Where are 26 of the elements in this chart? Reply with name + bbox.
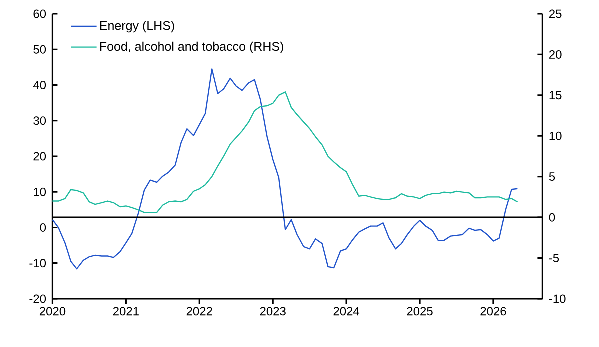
x-tick-label: 2024 [334, 307, 360, 316]
y-tick-label: 50 [34, 45, 46, 54]
y-tick-label: -20 [30, 294, 46, 304]
y2-tick-label: 25 [549, 10, 562, 18]
x-tick-label: 2021 [113, 307, 139, 316]
x-tick-label: 2020 [40, 307, 66, 316]
y2-tick-label: 10 [550, 132, 562, 140]
y2-tick-label: 0 [549, 213, 556, 222]
y-tick-label: 0 [40, 223, 46, 232]
legend-label: Food, alcohol and tobacco (RHS) [100, 42, 284, 54]
y2-tick-label: 15 [550, 91, 562, 100]
x-tick-label: 2022 [186, 307, 212, 316]
y-tick-label: 40 [33, 81, 46, 90]
y-tick-label: 60 [34, 10, 46, 18]
x-tick-label: 2025 [407, 307, 433, 316]
x-tick-label: 2026 [480, 307, 506, 316]
legend-label: Energy (LHS) [100, 21, 174, 33]
y2-tick-label: 5 [549, 172, 556, 182]
y-tick-label: 30 [34, 116, 46, 126]
y-tick-label: -10 [30, 259, 46, 268]
y2-tick-label: -5 [549, 254, 560, 262]
y2-tick-label: -10 [549, 294, 566, 304]
y-tick-label: 20 [34, 152, 46, 161]
y-tick-label: 10 [34, 188, 46, 196]
y2-tick-label: 20 [549, 50, 562, 59]
x-tick-label: 2023 [260, 307, 286, 316]
